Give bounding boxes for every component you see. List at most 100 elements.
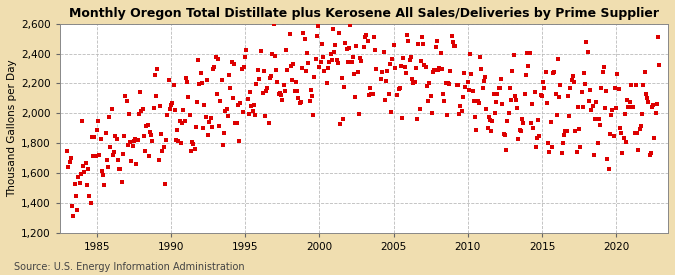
- Point: [126, 158, 137, 163]
- Point: [344, 46, 354, 50]
- Point: [574, 127, 585, 131]
- Y-axis label: Thousand Gallons per Day: Thousand Gallons per Day: [7, 59, 17, 197]
- Point: [345, 23, 356, 27]
- Point: [624, 100, 635, 104]
- Point: [348, 72, 359, 76]
- Point: [158, 145, 169, 150]
- Point: [272, 80, 283, 84]
- Point: [491, 100, 502, 105]
- Point: [131, 162, 142, 166]
- Point: [564, 114, 574, 118]
- Point: [500, 132, 510, 137]
- Point: [308, 113, 319, 118]
- Point: [385, 62, 396, 66]
- Point: [531, 145, 541, 149]
- Point: [247, 109, 258, 113]
- Point: [70, 194, 81, 198]
- Point: [284, 32, 295, 36]
- Point: [319, 68, 330, 73]
- Point: [220, 108, 231, 113]
- Point: [227, 96, 238, 101]
- Point: [267, 52, 278, 56]
- Point: [648, 103, 659, 108]
- Point: [178, 108, 189, 113]
- Point: [232, 103, 243, 107]
- Point: [642, 96, 653, 100]
- Point: [495, 86, 506, 90]
- Point: [238, 65, 249, 69]
- Point: [259, 68, 269, 73]
- Point: [262, 86, 273, 90]
- Point: [595, 123, 605, 128]
- Point: [245, 90, 256, 94]
- Point: [73, 175, 84, 180]
- Point: [639, 70, 650, 74]
- Point: [587, 104, 598, 108]
- Point: [402, 33, 412, 37]
- Point: [607, 108, 618, 112]
- Point: [309, 74, 320, 79]
- Point: [146, 133, 157, 137]
- Point: [253, 77, 264, 81]
- Point: [614, 126, 625, 130]
- Point: [651, 102, 662, 106]
- Point: [223, 114, 234, 118]
- Point: [543, 141, 554, 145]
- Point: [223, 72, 234, 77]
- Point: [65, 156, 76, 161]
- Point: [400, 65, 410, 69]
- Point: [107, 153, 118, 157]
- Point: [389, 66, 400, 70]
- Point: [612, 71, 623, 76]
- Point: [188, 142, 198, 146]
- Point: [279, 89, 290, 94]
- Point: [72, 208, 82, 213]
- Point: [465, 51, 476, 56]
- Point: [82, 183, 92, 187]
- Point: [400, 70, 411, 75]
- Point: [348, 55, 358, 59]
- Point: [611, 106, 622, 110]
- Point: [468, 98, 479, 103]
- Point: [414, 107, 425, 112]
- Point: [155, 104, 165, 109]
- Point: [329, 50, 340, 54]
- Point: [408, 81, 418, 85]
- Point: [241, 48, 252, 53]
- Point: [85, 200, 96, 205]
- Point: [64, 160, 75, 164]
- Point: [461, 19, 472, 23]
- Point: [254, 18, 265, 23]
- Point: [565, 86, 576, 90]
- Point: [187, 139, 198, 144]
- Point: [622, 98, 632, 102]
- Point: [501, 148, 512, 152]
- Point: [524, 51, 535, 55]
- Point: [448, 40, 458, 44]
- Point: [647, 105, 657, 109]
- Point: [184, 113, 195, 117]
- Point: [119, 133, 130, 138]
- Point: [396, 64, 406, 68]
- Point: [260, 114, 271, 118]
- Point: [306, 94, 317, 98]
- Point: [288, 62, 299, 66]
- Point: [520, 73, 531, 77]
- Point: [387, 57, 398, 61]
- Point: [425, 94, 436, 98]
- Point: [354, 112, 364, 116]
- Point: [182, 80, 192, 84]
- Point: [541, 101, 552, 105]
- Point: [452, 83, 463, 87]
- Point: [171, 138, 182, 142]
- Point: [281, 48, 292, 52]
- Point: [257, 91, 268, 95]
- Point: [446, 34, 457, 38]
- Point: [250, 113, 261, 117]
- Point: [318, 55, 329, 59]
- Point: [517, 117, 528, 121]
- Point: [331, 58, 342, 62]
- Point: [637, 112, 647, 117]
- Point: [393, 87, 404, 91]
- Point: [115, 167, 126, 171]
